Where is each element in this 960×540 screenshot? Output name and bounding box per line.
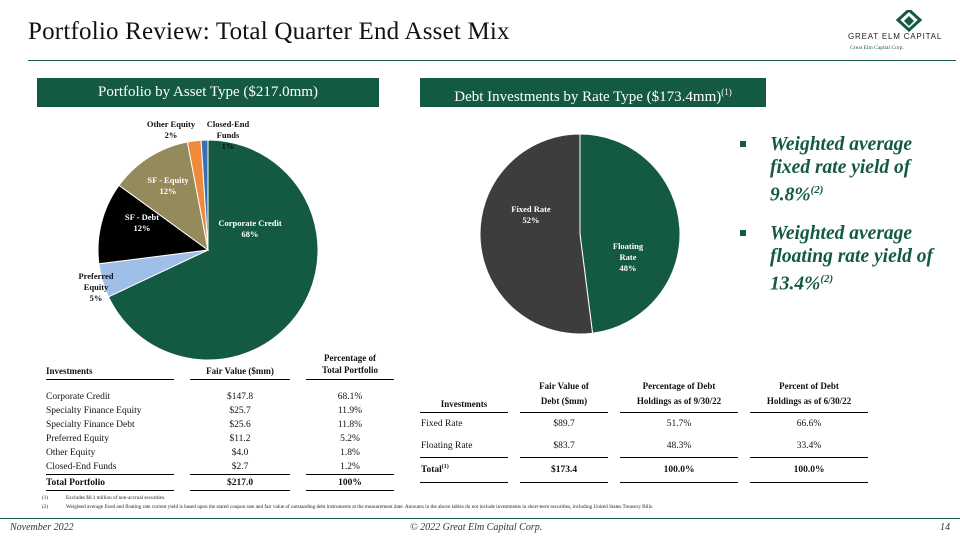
asset-cell: Other Equity bbox=[46, 448, 96, 458]
logo-subtext: Great Elm Capital Corp. bbox=[850, 45, 904, 51]
table-row: Floating Rate $83.7 48.3% 33.4% bbox=[420, 435, 868, 458]
asset-cell: $2.7 bbox=[231, 462, 249, 472]
asset-cell: $147.8 bbox=[226, 392, 254, 402]
pie-label-floating-rate: Floating Rate 48% bbox=[612, 241, 644, 273]
table-row: Preferred Equity $11.2 5.2% bbox=[46, 432, 394, 446]
rate-cell: Fixed Rate bbox=[421, 419, 463, 429]
asset-cell: 5.2% bbox=[340, 434, 360, 444]
footnote-2: (2) Weighted average fixed and floating r… bbox=[42, 503, 654, 510]
bullet-square-icon bbox=[740, 230, 746, 236]
table-row: Corporate Credit $147.8 68.1% bbox=[46, 390, 394, 404]
asset-cell: 1.8% bbox=[340, 448, 360, 458]
col-fair-value: Fair Value of Debt ($mm) bbox=[520, 378, 608, 413]
pie-label-corporate-credit: Corporate Credit 68% bbox=[218, 218, 282, 239]
rate-type-header: Debt Investments by Rate Type ($173.4mm)… bbox=[420, 78, 766, 107]
footer-copyright: © 2022 Great Elm Capital Corp. bbox=[410, 522, 543, 533]
asset-type-title: Portfolio by Asset Type ($217.0mm) bbox=[98, 84, 318, 100]
pie-slice-sf-equity bbox=[118, 141, 209, 252]
bullet-floating-yield: Weighted average floating rate yield of … bbox=[738, 223, 938, 296]
rate-cell: 48.3% bbox=[666, 441, 692, 451]
table-row: Fixed Rate $89.7 51.7% 66.6% bbox=[420, 413, 868, 436]
col-pct-9-30: Percentage of Debt Holdings as of 9/30/2… bbox=[620, 378, 738, 413]
asset-cell: $11.2 bbox=[229, 434, 251, 444]
col-investments: Investments bbox=[46, 352, 174, 380]
table-header-row: Investments Fair Value ($mm) Percentage … bbox=[46, 352, 394, 380]
footer-date: November 2022 bbox=[10, 522, 74, 533]
pie-slice-corporate-credit bbox=[107, 139, 319, 361]
company-logo: GREAT ELM CAPITAL Great Elm Capital Corp… bbox=[848, 10, 954, 56]
bullet-square-icon bbox=[740, 141, 746, 147]
col-fair-value: Fair Value ($mm) bbox=[190, 352, 290, 380]
page-number: 14 bbox=[940, 522, 950, 533]
pie-slice-closed-end-funds bbox=[200, 139, 209, 251]
logo-wordmark: GREAT ELM CAPITAL bbox=[848, 32, 943, 41]
rate-cell: $89.7 bbox=[553, 419, 575, 429]
table-row: Specialty Finance Equity $25.7 11.9% bbox=[46, 404, 394, 418]
rate-type-title: Debt Investments by Rate Type ($173.4mm) bbox=[454, 89, 722, 105]
bullet-fixed-yield: Weighted average fixed rate yield of 9.8… bbox=[738, 134, 938, 207]
pie-label-closed-end-funds: Closed-End Funds 1% bbox=[206, 119, 250, 151]
pie-slice-sf-debt bbox=[97, 184, 210, 265]
footer-divider bbox=[0, 518, 960, 519]
footnote-1: (1) Excludes $0.1 million of non-accrual … bbox=[42, 495, 166, 501]
pie-slice-floating-rate bbox=[579, 133, 681, 334]
asset-cell: 11.8% bbox=[337, 420, 363, 430]
logo-mark-icon bbox=[896, 10, 922, 32]
pie-label-sf-equity: SF - Equity 12% bbox=[147, 175, 189, 196]
asset-cell: Preferred Equity bbox=[46, 434, 110, 444]
asset-cell: $25.7 bbox=[229, 406, 251, 416]
table-header-row: Investments Fair Value of Debt ($mm) Per… bbox=[420, 378, 868, 413]
pie-label-sf-debt: SF - Debt 12% bbox=[124, 212, 160, 233]
pie-label-preferred-equity: Preferred Equity 5% bbox=[78, 271, 114, 303]
rate-cell: 51.7% bbox=[666, 419, 692, 429]
col-investments: Investments bbox=[420, 378, 508, 413]
asset-type-header: Portfolio by Asset Type ($217.0mm) bbox=[37, 78, 379, 107]
asset-cell: Corporate Credit bbox=[46, 392, 111, 402]
table-row: Closed-End Funds $2.7 1.2% bbox=[46, 460, 394, 475]
asset-type-table: Investments Fair Value ($mm) Percentage … bbox=[46, 352, 394, 491]
rate-type-pie-chart bbox=[479, 133, 681, 335]
rate-type-footnote-ref: (1) bbox=[721, 87, 732, 97]
asset-cell: 68.1% bbox=[337, 392, 363, 402]
table-row: Other Equity $4.0 1.8% bbox=[46, 446, 394, 460]
title-divider bbox=[28, 60, 956, 61]
asset-cell: 11.9% bbox=[337, 406, 363, 416]
asset-type-pie-chart bbox=[97, 139, 319, 361]
asset-cell: Specialty Finance Equity bbox=[46, 406, 142, 416]
rate-type-table: Investments Fair Value of Debt ($mm) Per… bbox=[420, 378, 868, 483]
table-total-row: Total(1) $173.4 100.0% 100.0% bbox=[420, 457, 868, 483]
yield-bullets: Weighted average fixed rate yield of 9.8… bbox=[738, 134, 938, 312]
table-row: Specialty Finance Debt $25.6 11.8% bbox=[46, 418, 394, 432]
rate-cell: 66.6% bbox=[796, 419, 822, 429]
footnotes: (1) Excludes $0.1 million of non-accrual … bbox=[42, 494, 653, 511]
pie-slice-fixed-rate bbox=[479, 133, 594, 335]
asset-cell: $4.0 bbox=[231, 448, 249, 458]
table-total-row: Total Portfolio $217.0 100% bbox=[46, 474, 394, 491]
rate-cell: $83.7 bbox=[553, 441, 575, 451]
asset-cell: Closed-End Funds bbox=[46, 462, 117, 472]
asset-cell: $25.6 bbox=[229, 420, 251, 430]
rate-cell: 33.4% bbox=[796, 441, 822, 451]
col-pct-6-30: Percent of Debt Holdings as of 6/30/22 bbox=[750, 378, 868, 413]
asset-cell: Specialty Finance Debt bbox=[46, 420, 135, 430]
pie-label-other-equity: Other Equity 2% bbox=[146, 119, 196, 140]
page-title: Portfolio Review: Total Quarter End Asse… bbox=[28, 18, 510, 45]
col-percentage: Percentage of Total Portfolio bbox=[306, 352, 394, 380]
rate-cell: Floating Rate bbox=[421, 441, 473, 451]
pie-label-fixed-rate: Fixed Rate 52% bbox=[511, 204, 551, 225]
asset-cell: 1.2% bbox=[340, 462, 360, 472]
